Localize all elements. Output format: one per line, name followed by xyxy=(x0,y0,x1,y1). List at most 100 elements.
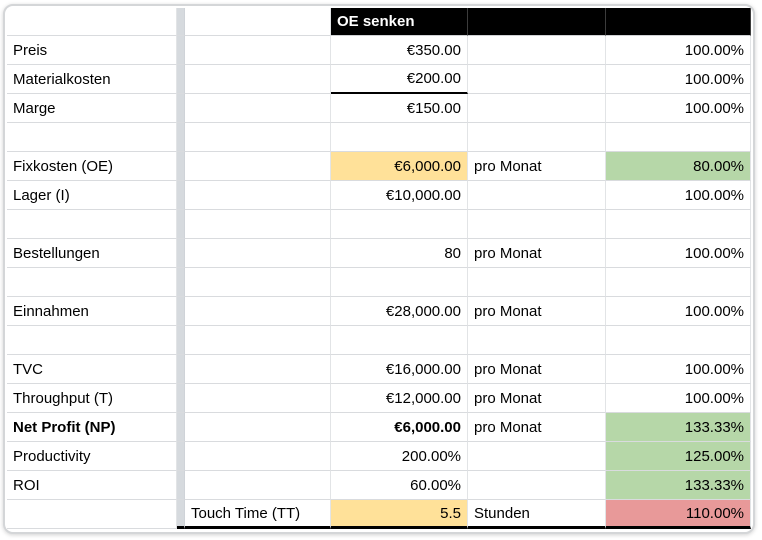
cell-unit-r6[interactable] xyxy=(468,181,606,210)
cell-percent-r16[interactable]: 133.33% xyxy=(606,471,751,500)
column-gap-cell-r16 xyxy=(177,471,185,500)
cell-unit-r15[interactable] xyxy=(468,442,606,471)
cell-value-r1[interactable]: €350.00 xyxy=(331,36,468,65)
header-cell-b[interactable] xyxy=(185,8,331,36)
scenario-header-cell[interactable]: OE senken xyxy=(331,8,468,36)
cell-sublabel-r4[interactable] xyxy=(185,123,331,152)
cell-label-r9[interactable] xyxy=(7,268,177,297)
column-gap-cell-r3 xyxy=(177,94,185,123)
cell-percent-r7[interactable] xyxy=(606,210,751,239)
cell-value-r2[interactable]: €200.00 xyxy=(331,65,468,94)
cell-label-r11[interactable] xyxy=(7,326,177,355)
cell-value-r8[interactable]: 80 xyxy=(331,239,468,268)
scenario-title: OE senken xyxy=(337,13,415,30)
cell-percent-r15[interactable]: 125.00% xyxy=(606,442,751,471)
cell-label-r16[interactable]: ROI xyxy=(7,471,177,500)
cell-sublabel-r12[interactable] xyxy=(185,355,331,384)
cell-label-r4[interactable] xyxy=(7,123,177,152)
cell-percent-r1[interactable]: 100.00% xyxy=(606,36,751,65)
cell-value-r17[interactable]: 5.5 xyxy=(331,500,468,529)
cell-sublabel-r15[interactable] xyxy=(185,442,331,471)
header-cell-a[interactable] xyxy=(7,8,177,36)
header-column-gap xyxy=(177,8,185,36)
cell-sublabel-r3[interactable] xyxy=(185,94,331,123)
cell-sublabel-r1[interactable] xyxy=(185,36,331,65)
cell-sublabel-r5[interactable] xyxy=(185,152,331,181)
cell-sublabel-r9[interactable] xyxy=(185,268,331,297)
cell-percent-r14[interactable]: 133.33% xyxy=(606,413,751,442)
cell-value-r10[interactable]: €28,000.00 xyxy=(331,297,468,326)
cell-percent-r9[interactable] xyxy=(606,268,751,297)
cell-value-r11[interactable] xyxy=(331,326,468,355)
cell-percent-r8[interactable]: 100.00% xyxy=(606,239,751,268)
header-black-cell-1[interactable] xyxy=(468,8,606,36)
cell-label-r14[interactable]: Net Profit (NP) xyxy=(7,413,177,442)
cell-value-r4[interactable] xyxy=(331,123,468,152)
column-gap-cell-r17 xyxy=(177,500,185,529)
column-gap-cell-r13 xyxy=(177,384,185,413)
cell-percent-r4[interactable] xyxy=(606,123,751,152)
cell-sublabel-r14[interactable] xyxy=(185,413,331,442)
cell-sublabel-r7[interactable] xyxy=(185,210,331,239)
cell-unit-r3[interactable] xyxy=(468,94,606,123)
cell-unit-r1[interactable] xyxy=(468,36,606,65)
cell-unit-r8[interactable]: pro Monat xyxy=(468,239,606,268)
cell-sublabel-r11[interactable] xyxy=(185,326,331,355)
cell-unit-r2[interactable] xyxy=(468,65,606,94)
cell-value-r12[interactable]: €16,000.00 xyxy=(331,355,468,384)
cell-percent-r12[interactable]: 100.00% xyxy=(606,355,751,384)
cell-label-r2[interactable]: Materialkosten xyxy=(7,65,177,94)
cell-unit-r12[interactable]: pro Monat xyxy=(468,355,606,384)
cell-sublabel-r2[interactable] xyxy=(185,65,331,94)
cell-unit-r5[interactable]: pro Monat xyxy=(468,152,606,181)
cell-unit-r13[interactable]: pro Monat xyxy=(468,384,606,413)
cell-sublabel-r6[interactable] xyxy=(185,181,331,210)
cell-label-r8[interactable]: Bestellungen xyxy=(7,239,177,268)
cell-sublabel-r13[interactable] xyxy=(185,384,331,413)
cell-value-r9[interactable] xyxy=(331,268,468,297)
cell-value-r3[interactable]: €150.00 xyxy=(331,94,468,123)
column-gap-cell-r1 xyxy=(177,36,185,65)
cell-label-r12[interactable]: TVC xyxy=(7,355,177,384)
cell-value-r14[interactable]: €6,000.00 xyxy=(331,413,468,442)
column-gap-cell-r9 xyxy=(177,268,185,297)
cell-value-r16[interactable]: 60.00% xyxy=(331,471,468,500)
cell-label-r13[interactable]: Throughput (T) xyxy=(7,384,177,413)
cell-unit-r9[interactable] xyxy=(468,268,606,297)
cell-percent-r11[interactable] xyxy=(606,326,751,355)
cell-value-r13[interactable]: €12,000.00 xyxy=(331,384,468,413)
cell-unit-r17[interactable]: Stunden xyxy=(468,500,606,529)
cell-value-r6[interactable]: €10,000.00 xyxy=(331,181,468,210)
column-gap-cell-r8 xyxy=(177,239,185,268)
sheet-grid: OE senken Preis €350.00 100.00% Materialkos… xyxy=(7,8,753,529)
cell-label-r5[interactable]: Fixkosten (OE) xyxy=(7,152,177,181)
cell-percent-r5[interactable]: 80.00% xyxy=(606,152,751,181)
cell-label-r7[interactable] xyxy=(7,210,177,239)
cell-unit-r14[interactable]: pro Monat xyxy=(468,413,606,442)
cell-unit-r11[interactable] xyxy=(468,326,606,355)
cell-percent-r2[interactable]: 100.00% xyxy=(606,65,751,94)
cell-sublabel-r16[interactable] xyxy=(185,471,331,500)
cell-value-r15[interactable]: 200.00% xyxy=(331,442,468,471)
cell-percent-r6[interactable]: 100.00% xyxy=(606,181,751,210)
cell-label-r6[interactable]: Lager (I) xyxy=(7,181,177,210)
cell-unit-r16[interactable] xyxy=(468,471,606,500)
cell-label-r10[interactable]: Einnahmen xyxy=(7,297,177,326)
cell-percent-r10[interactable]: 100.00% xyxy=(606,297,751,326)
cell-sublabel-r10[interactable] xyxy=(185,297,331,326)
cell-label-r15[interactable]: Productivity xyxy=(7,442,177,471)
cell-unit-r7[interactable] xyxy=(468,210,606,239)
cell-value-r7[interactable] xyxy=(331,210,468,239)
cell-label-r17[interactable] xyxy=(7,500,177,529)
cell-percent-r13[interactable]: 100.00% xyxy=(606,384,751,413)
cell-sublabel-r8[interactable] xyxy=(185,239,331,268)
cell-unit-r10[interactable]: pro Monat xyxy=(468,297,606,326)
cell-label-r1[interactable]: Preis xyxy=(7,36,177,65)
cell-percent-r17[interactable]: 110.00% xyxy=(606,500,751,529)
cell-sublabel-r17[interactable]: Touch Time (TT) xyxy=(185,500,331,529)
cell-label-r3[interactable]: Marge xyxy=(7,94,177,123)
cell-value-r5[interactable]: €6,000.00 xyxy=(331,152,468,181)
cell-unit-r4[interactable] xyxy=(468,123,606,152)
cell-percent-r3[interactable]: 100.00% xyxy=(606,94,751,123)
header-black-cell-2[interactable] xyxy=(606,8,751,36)
